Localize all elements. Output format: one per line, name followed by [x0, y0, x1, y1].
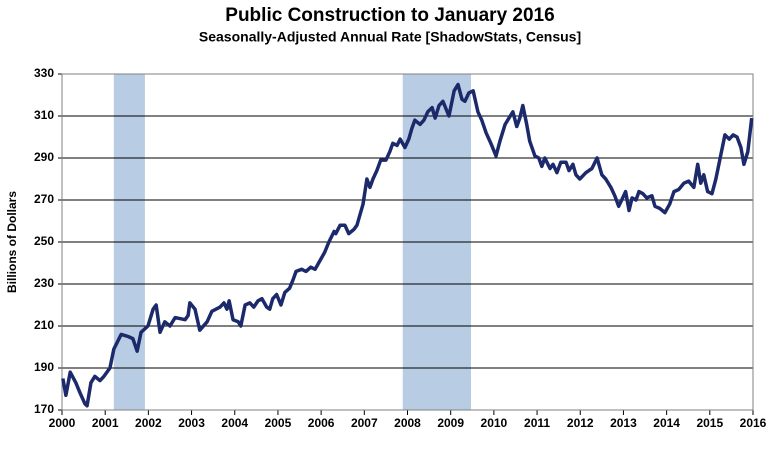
x-tick-label: 2004	[221, 416, 248, 430]
y-tick-label: 190	[34, 360, 54, 374]
y-tick-label: 210	[34, 318, 54, 332]
x-tick-label: 2011	[524, 416, 550, 430]
data-line	[61, 82, 754, 408]
y-tick-label: 310	[34, 108, 54, 122]
x-tick-label: 2014	[653, 416, 680, 430]
x-tick-label: 2005	[265, 416, 292, 430]
x-tick-label: 2003	[178, 416, 205, 430]
y-tick-label: 270	[34, 192, 54, 206]
y-tick-label: 330	[34, 66, 54, 80]
x-tick-label: 2013	[610, 416, 637, 430]
y-tick-label: 250	[34, 234, 54, 248]
x-tick-label: 2010	[481, 416, 508, 430]
x-tick-label: 2016	[740, 416, 767, 430]
x-tick-label: 2007	[351, 416, 378, 430]
y-tick-label: 230	[34, 276, 54, 290]
plot-border	[61, 73, 754, 411]
y-axis-label: Billions of Dollars	[5, 191, 19, 293]
x-tick-label: 2001	[92, 416, 119, 430]
y-tick-label: 290	[34, 150, 54, 164]
x-tick-label: 2015	[696, 416, 723, 430]
x-tick-label: 2006	[308, 416, 335, 430]
x-tick-label: 2009	[437, 416, 464, 430]
chart-title: Public Construction to January 2016	[225, 5, 554, 26]
y-tick-label: 170	[34, 402, 54, 416]
x-tick-label: 2002	[135, 416, 162, 430]
x-tick-label: 2008	[394, 416, 421, 430]
x-tick-label: 2012	[567, 416, 594, 430]
chart-subtitle: Seasonally-Adjusted Annual Rate [ShadowS…	[199, 29, 581, 45]
x-tick-label: 2000	[49, 416, 76, 430]
